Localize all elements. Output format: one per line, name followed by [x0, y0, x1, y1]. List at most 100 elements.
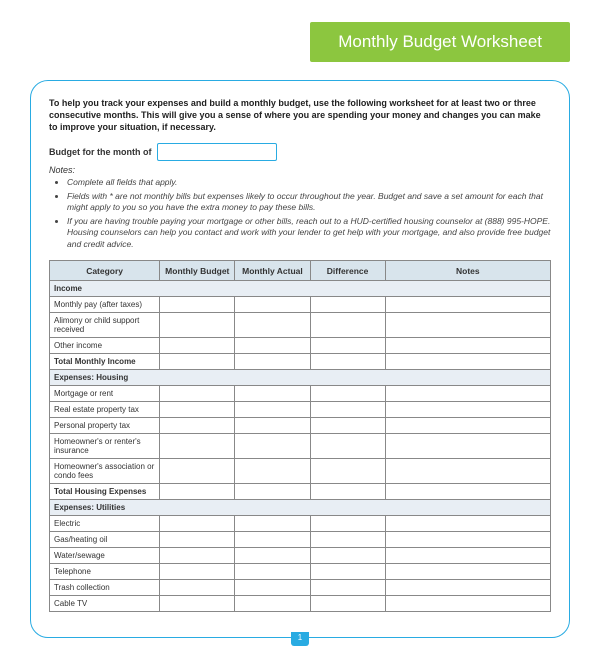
section-header: Expenses: Utilities	[50, 500, 551, 516]
cell[interactable]	[385, 386, 550, 402]
cell[interactable]	[385, 459, 550, 484]
cell[interactable]	[160, 548, 235, 564]
cell[interactable]	[310, 338, 385, 354]
cell[interactable]	[160, 354, 235, 370]
col-category: Category	[50, 261, 160, 281]
budget-table: Category Monthly Budget Monthly Actual D…	[49, 260, 551, 612]
col-monthly-budget: Monthly Budget	[160, 261, 235, 281]
cell[interactable]	[160, 434, 235, 459]
cell[interactable]	[160, 532, 235, 548]
row-label: Personal property tax	[50, 418, 160, 434]
cell[interactable]	[310, 386, 385, 402]
section-header: Expenses: Housing	[50, 370, 551, 386]
row-label: Real estate property tax	[50, 402, 160, 418]
row-label: Gas/heating oil	[50, 532, 160, 548]
cell[interactable]	[235, 402, 310, 418]
cell[interactable]	[160, 338, 235, 354]
cell[interactable]	[385, 354, 550, 370]
cell[interactable]	[385, 532, 550, 548]
cell[interactable]	[235, 354, 310, 370]
cell[interactable]	[160, 402, 235, 418]
cell[interactable]	[235, 548, 310, 564]
cell[interactable]	[385, 580, 550, 596]
cell[interactable]	[160, 564, 235, 580]
cell[interactable]	[235, 297, 310, 313]
cell[interactable]	[310, 402, 385, 418]
cell[interactable]	[310, 297, 385, 313]
cell[interactable]	[235, 580, 310, 596]
row-label: Water/sewage	[50, 548, 160, 564]
cell[interactable]	[235, 338, 310, 354]
col-monthly-actual: Monthly Actual	[235, 261, 310, 281]
month-input[interactable]	[157, 143, 277, 161]
cell[interactable]	[310, 564, 385, 580]
cell[interactable]	[385, 484, 550, 500]
cell[interactable]	[385, 313, 550, 338]
cell[interactable]	[385, 596, 550, 612]
cell[interactable]	[160, 459, 235, 484]
cell[interactable]	[310, 580, 385, 596]
cell[interactable]	[310, 532, 385, 548]
cell[interactable]	[160, 418, 235, 434]
cell[interactable]	[160, 516, 235, 532]
cell[interactable]	[235, 386, 310, 402]
cell[interactable]	[310, 434, 385, 459]
notes-heading: Notes:	[49, 165, 551, 175]
cell[interactable]	[310, 354, 385, 370]
cell[interactable]	[235, 596, 310, 612]
cell[interactable]	[310, 459, 385, 484]
cell[interactable]	[235, 459, 310, 484]
cell[interactable]	[160, 313, 235, 338]
cell[interactable]	[235, 484, 310, 500]
row-label: Trash collection	[50, 580, 160, 596]
cell[interactable]	[235, 516, 310, 532]
table-header-row: Category Monthly Budget Monthly Actual D…	[50, 261, 551, 281]
table-row: Monthly pay (after taxes)	[50, 297, 551, 313]
table-row: Real estate property tax	[50, 402, 551, 418]
table-row: Gas/heating oil	[50, 532, 551, 548]
cell[interactable]	[310, 516, 385, 532]
cell[interactable]	[385, 434, 550, 459]
table-row: Trash collection	[50, 580, 551, 596]
cell[interactable]	[160, 580, 235, 596]
cell[interactable]	[310, 484, 385, 500]
table-row: Total Monthly Income	[50, 354, 551, 370]
row-label: Alimony or child support received	[50, 313, 160, 338]
row-label: Monthly pay (after taxes)	[50, 297, 160, 313]
note-item: If you are having trouble paying your mo…	[67, 216, 551, 250]
row-total: Total Housing Expenses	[50, 484, 160, 500]
row-label: Cable TV	[50, 596, 160, 612]
cell[interactable]	[310, 596, 385, 612]
note-item: Complete all fields that apply.	[67, 177, 551, 188]
cell[interactable]	[235, 434, 310, 459]
cell[interactable]	[235, 418, 310, 434]
row-label: Homeowner's or renter's insurance	[50, 434, 160, 459]
note-item: Fields with * are not monthly bills but …	[67, 191, 551, 214]
table-row: Electric	[50, 516, 551, 532]
row-label: Electric	[50, 516, 160, 532]
cell[interactable]	[160, 484, 235, 500]
table-row: Alimony or child support received	[50, 313, 551, 338]
cell[interactable]	[385, 418, 550, 434]
table-row: Mortgage or rent	[50, 386, 551, 402]
cell[interactable]	[385, 548, 550, 564]
cell[interactable]	[235, 313, 310, 338]
cell[interactable]	[385, 564, 550, 580]
cell[interactable]	[310, 548, 385, 564]
cell[interactable]	[235, 532, 310, 548]
cell[interactable]	[385, 297, 550, 313]
cell[interactable]	[235, 564, 310, 580]
cell[interactable]	[385, 402, 550, 418]
cell[interactable]	[160, 297, 235, 313]
cell[interactable]	[160, 596, 235, 612]
cell[interactable]	[310, 313, 385, 338]
row-label: Mortgage or rent	[50, 386, 160, 402]
cell[interactable]	[385, 338, 550, 354]
cell[interactable]	[310, 418, 385, 434]
cell[interactable]	[160, 386, 235, 402]
cell[interactable]	[385, 516, 550, 532]
table-row: Personal property tax	[50, 418, 551, 434]
col-notes: Notes	[385, 261, 550, 281]
table-row: Other income	[50, 338, 551, 354]
row-total: Total Monthly Income	[50, 354, 160, 370]
